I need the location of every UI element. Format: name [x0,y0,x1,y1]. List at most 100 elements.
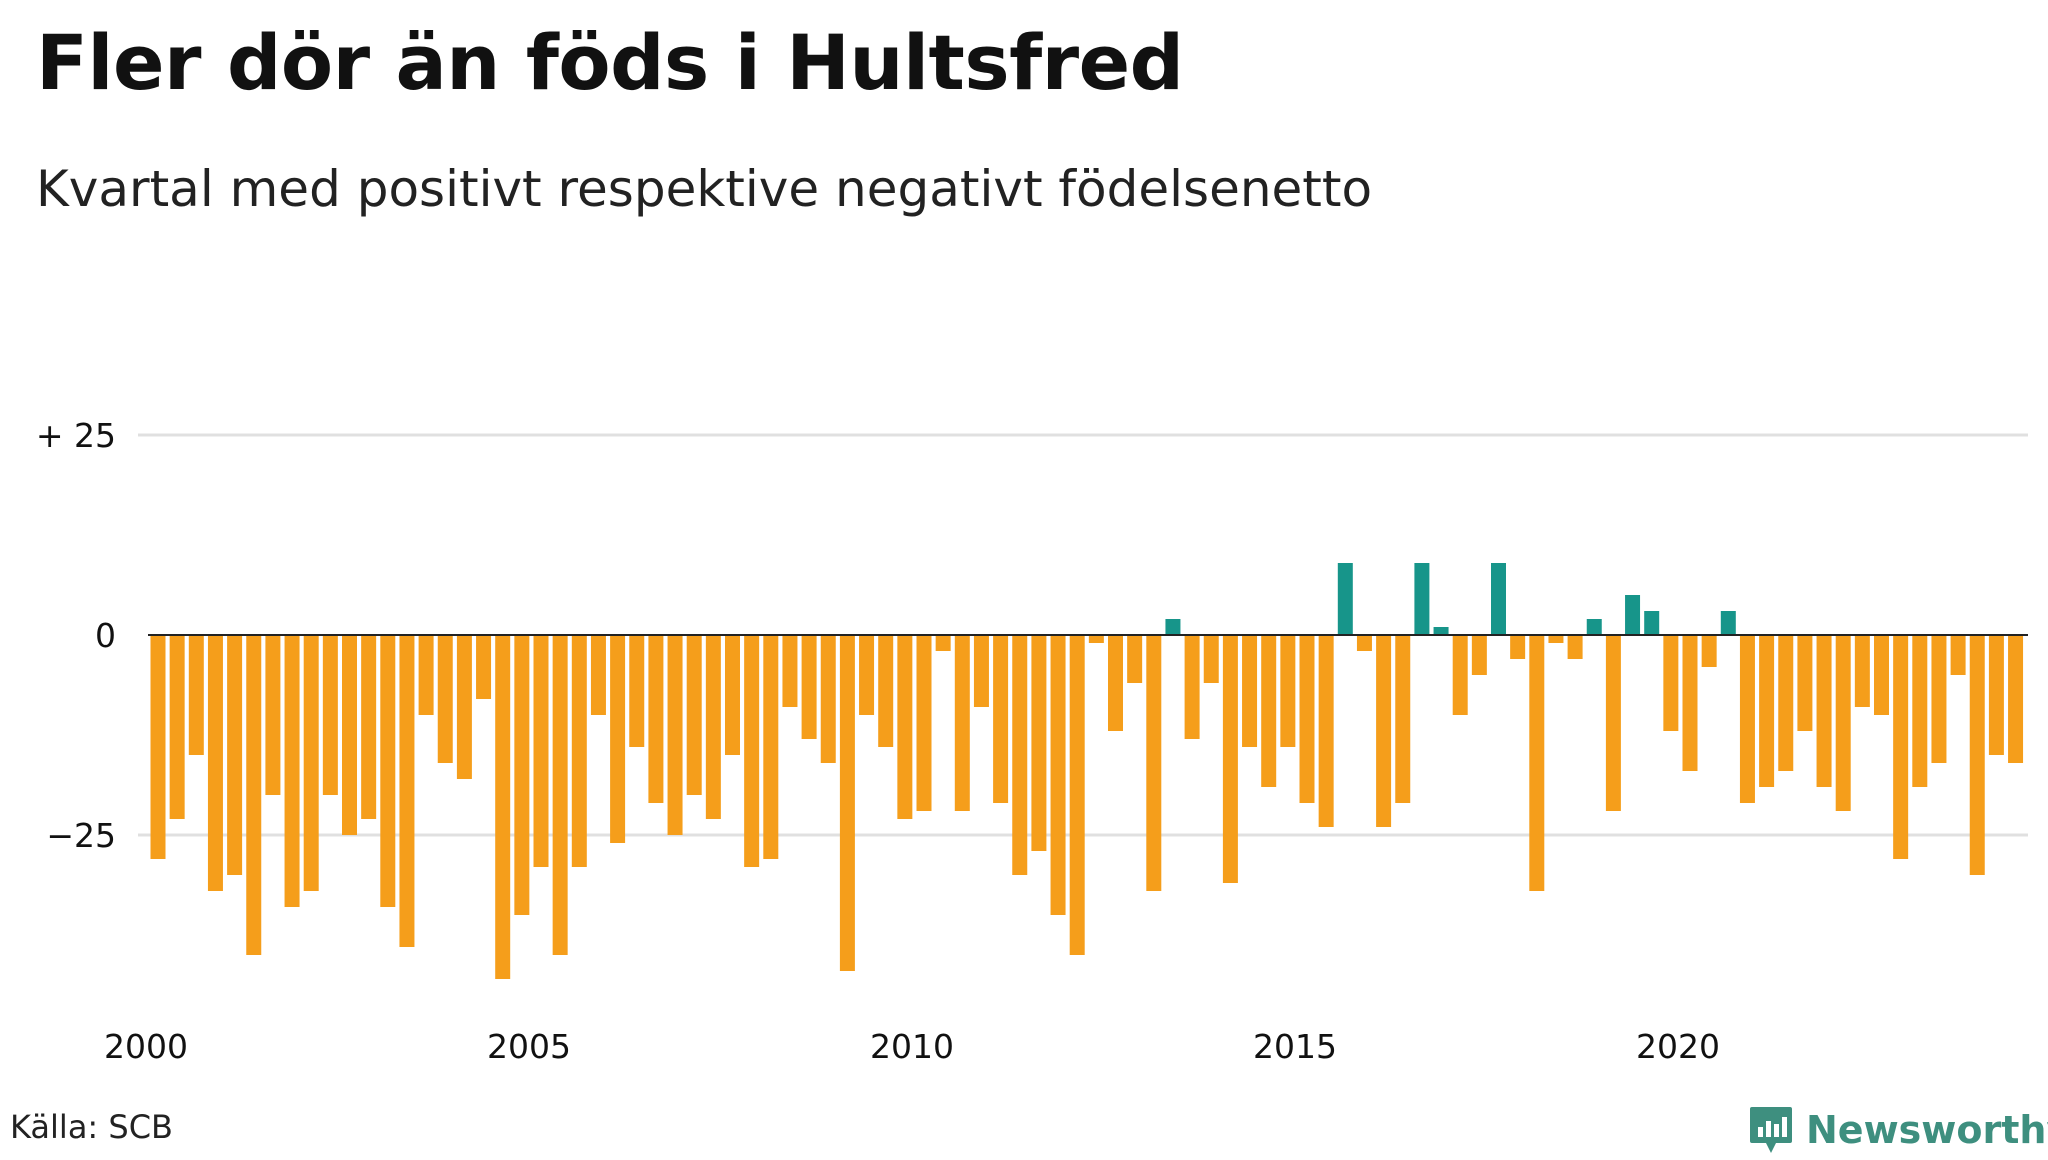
bar [744,635,760,867]
bar [1452,635,1468,715]
bar [1874,635,1889,715]
x-tick-label: 2015 [1253,1027,1337,1066]
bar [246,635,262,955]
bar [361,635,377,819]
brand: Newsworthy [1748,1100,2048,1160]
bars [150,563,2024,979]
x-axis-labels: 2000 2005 2010 2015 2020 [104,1027,1720,1066]
bar [1127,635,1143,683]
bar [1835,635,1851,811]
bar [1893,635,1909,859]
bar [169,635,185,819]
bar [1318,635,1334,827]
bar [284,635,300,907]
bar [1184,635,1200,739]
x-tick-label: 2000 [104,1027,188,1066]
bar [705,635,721,819]
bar [418,635,434,715]
bar [667,635,683,835]
bar [342,635,357,835]
bar [2008,635,2024,763]
bar [1950,635,1966,675]
bar [495,635,511,979]
bar [188,635,204,755]
newsworthy-logo-icon [1750,1107,1792,1153]
bar [897,635,913,819]
bar [514,635,530,915]
bar [552,635,568,955]
bar [322,635,338,795]
bar [1280,635,1296,747]
bar [1931,635,1947,763]
chart-subtitle: Kvartal med positivt respektive negativt… [36,160,1373,218]
bar [1988,635,2004,755]
y-tick-label: + 25 [36,416,116,455]
bar [993,635,1009,803]
bar [1510,635,1526,659]
x-tick-label: 2020 [1636,1027,1720,1066]
bar [820,635,836,763]
bar [801,635,817,739]
bar [1778,635,1794,771]
bar [1586,619,1602,635]
bar [380,635,396,907]
bar [1854,635,1870,707]
bar [1261,635,1277,787]
brand-name: Newsworthy [1806,1108,2048,1152]
bar [1165,619,1181,635]
source-label: Källa: SCB [10,1108,173,1146]
bar [1242,635,1258,747]
bar [1050,635,1066,915]
bar [1682,635,1698,771]
bar [571,635,587,867]
bar [763,635,779,859]
bar [207,635,223,891]
bar [1605,635,1621,811]
bar [1069,635,1085,955]
bar [1625,595,1641,635]
bar [476,635,492,699]
bar [1644,611,1660,635]
bar [1491,563,1506,635]
bar [916,635,932,811]
bar [1969,635,1985,875]
y-tick-label: 0 [95,616,116,655]
chart-title: Fler dör än föds i Hultsfred [36,18,1184,107]
y-axis-labels: + 25 0 −25 [36,416,116,855]
bar [1146,635,1162,891]
bar [1414,563,1430,635]
bar [590,635,606,715]
bar [839,635,855,971]
bar [303,635,319,891]
bar [686,635,702,795]
bar [648,635,664,803]
bar [1088,635,1104,643]
bar [1433,627,1449,635]
bar [265,635,281,795]
bar [782,635,798,707]
bar [1663,635,1679,731]
bar [227,635,243,875]
bar [1031,635,1047,851]
bar [1471,635,1487,675]
bar [1108,635,1123,731]
bar [1337,563,1353,635]
bar [1720,611,1736,635]
bar [456,635,472,779]
bar [1222,635,1238,883]
bar [1797,635,1813,731]
bar [973,635,989,707]
bar [878,635,894,747]
bar [1356,635,1372,651]
bar [437,635,453,763]
bar [1739,635,1755,803]
bar [935,635,951,651]
bar [399,635,415,947]
bar [1759,635,1775,787]
y-tick-label: −25 [46,816,116,855]
bar [533,635,549,867]
bar [629,635,645,747]
bar [610,635,626,843]
bar [1567,635,1583,659]
